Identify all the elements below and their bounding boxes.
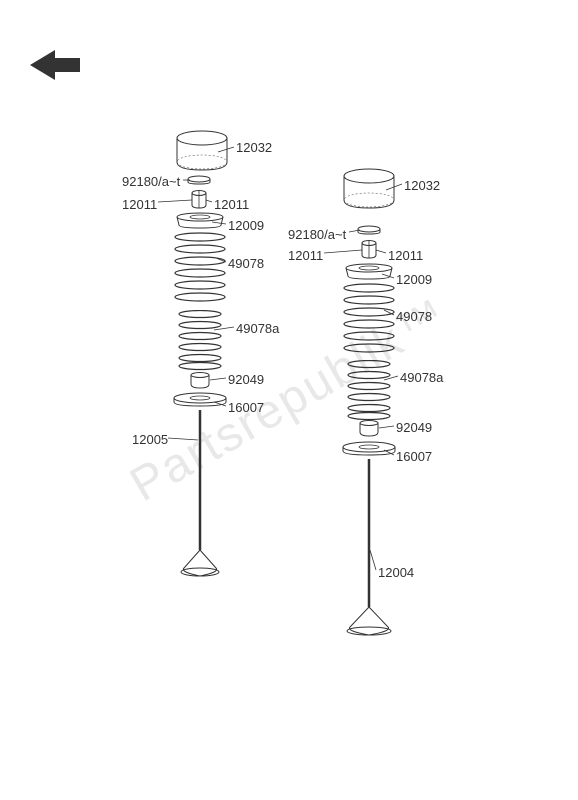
- label-12011-r1: 12011: [288, 248, 323, 263]
- label-12011-r2: 12011: [388, 248, 423, 263]
- label-12011-l1: 12011: [122, 197, 157, 212]
- label-92180-l: 92180/a~t: [122, 174, 180, 189]
- label-12032-l: 12032: [236, 140, 272, 155]
- label-92049-l: 92049: [228, 372, 264, 387]
- label-12032-r: 12032: [404, 178, 440, 193]
- label-49078a-l: 49078a: [236, 321, 279, 336]
- nav-arrow-icon: [30, 50, 80, 80]
- label-16007-r: 16007: [396, 449, 432, 464]
- label-12009-l: 12009: [228, 218, 264, 233]
- label-16007-l: 16007: [228, 400, 264, 415]
- label-12011-l2: 12011: [214, 197, 249, 212]
- label-49078-r: 49078: [396, 309, 432, 324]
- label-49078a-r: 49078a: [400, 370, 443, 385]
- label-12004: 12004: [378, 565, 414, 580]
- label-92049-r: 92049: [396, 420, 432, 435]
- leader-lines: [0, 0, 578, 800]
- label-49078-l: 49078: [228, 256, 264, 271]
- label-92180-r: 92180/a~t: [288, 227, 346, 242]
- label-12009-r: 12009: [396, 272, 432, 287]
- label-12005: 12005: [132, 432, 168, 447]
